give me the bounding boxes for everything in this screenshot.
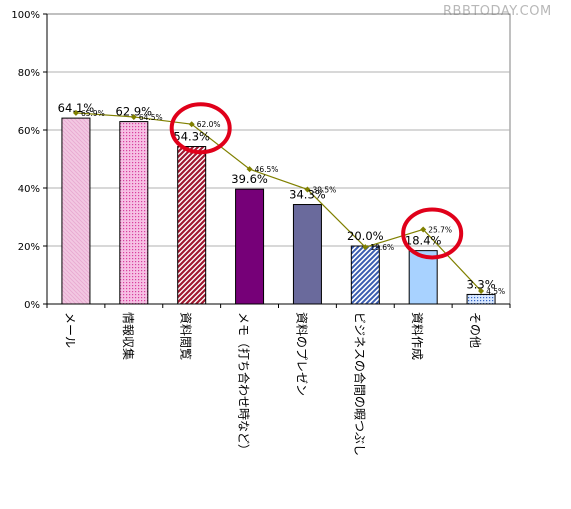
bar-label-0: 64.1% (58, 101, 95, 115)
line-series (72, 109, 485, 294)
bar-2 (177, 146, 207, 305)
y-tick-label: 40% (18, 184, 40, 195)
bar-labels: 64.1% 62.9% 54.3% 39.6% 34.3% 20.0% 18.4% 3.3% (58, 101, 496, 291)
x-label-3: メモ（打ち合わせ時など） (237, 312, 252, 456)
line-point-1 (130, 113, 137, 120)
x-label-0: メール (63, 312, 77, 348)
bar-1 (119, 121, 149, 305)
line-label-7: 4.5% (486, 287, 505, 296)
bar-label-4: 34.3% (289, 188, 326, 202)
bar-label-2: 54.3% (173, 130, 210, 144)
bar-7 (466, 293, 496, 305)
line-point-0 (72, 109, 79, 116)
line-path (75, 112, 482, 292)
bar-4 (292, 204, 322, 305)
bar-label-3: 39.6% (231, 172, 268, 186)
x-label-5: ビジネスの合間の暇つぶし (352, 312, 367, 456)
line-labels: 65.9% 64.5% 62.0% 46.5% 39.5% 19.6% 25.7% 4.5% (81, 109, 505, 296)
x-label-1: 情報収集 (121, 312, 136, 360)
line-label-0: 65.9% (81, 109, 105, 118)
x-label-7: その他 (468, 312, 482, 348)
x-label-2: 資料閲覧 (179, 312, 193, 360)
line-point-7 (478, 287, 485, 294)
bars (61, 117, 496, 305)
line-point-2 (188, 121, 195, 128)
y-axis: 0% 20% 40% 60% 80% 100% (11, 10, 511, 311)
x-axis-labels: メール 情報収集 資料閲覧 メモ（打ち合わせ時など） 資料のプレゼン ビジネスの合間の暇つ… (63, 312, 482, 456)
bar-6 (408, 250, 438, 305)
line-label-3: 46.5% (255, 165, 279, 174)
x-label-6: 資料作成 (410, 312, 424, 360)
bar-3 (235, 188, 265, 305)
bar-label-5: 20.0% (347, 229, 384, 243)
y-tick-label: 60% (18, 126, 40, 137)
line-point-3 (246, 166, 253, 173)
bar-0 (61, 117, 91, 305)
highlight-circle-2 (169, 102, 232, 155)
line-point-4 (304, 186, 311, 193)
gridlines (46, 13, 511, 305)
plot-frame (46, 13, 511, 305)
y-tick-label: 0% (24, 300, 40, 311)
bar-label-1: 62.9% (116, 105, 153, 119)
bar-5 (350, 245, 380, 305)
bar-label-6: 18.4% (405, 234, 442, 248)
x-label-4: 資料のプレゼン (294, 312, 308, 396)
watermark: RBBTODAY.COM (443, 4, 552, 19)
line-label-6: 25.7% (428, 225, 452, 234)
y-tick-label: 80% (18, 68, 40, 79)
line-point-5 (362, 244, 369, 251)
highlight-circle-6 (401, 207, 464, 260)
bar-label-7: 3.3% (466, 277, 495, 291)
line-label-4: 39.5% (312, 185, 336, 194)
y-tick-label: 20% (18, 242, 40, 253)
highlight-circles (169, 102, 464, 260)
line-label-5: 19.6% (370, 243, 394, 252)
line-label-1: 64.5% (139, 113, 163, 122)
line-point-6 (420, 226, 427, 233)
y-tick-label: 100% (11, 10, 40, 21)
line-label-2: 62.0% (197, 120, 221, 129)
